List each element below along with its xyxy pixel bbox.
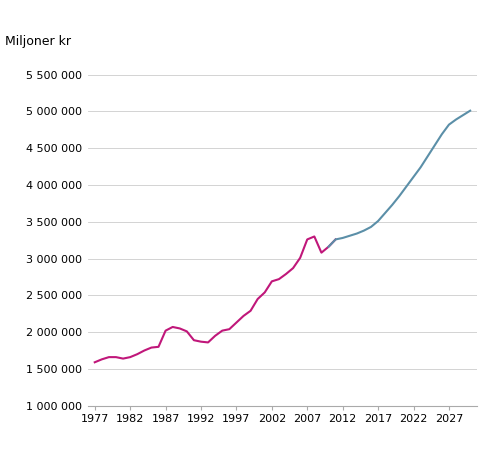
Legend: BNP, fasta priser (2010), Prognos: BNP, fasta priser (2010), Prognos [112,460,391,461]
Text: Miljoner kr: Miljoner kr [5,35,71,48]
